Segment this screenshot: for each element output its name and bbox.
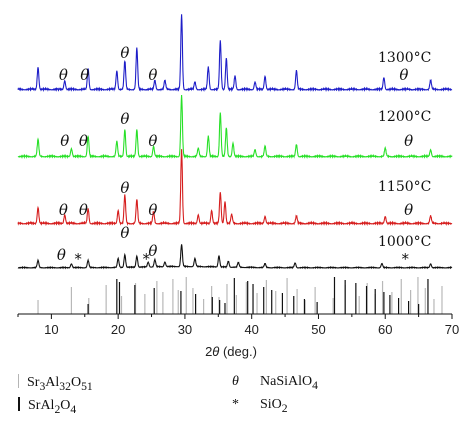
nasialo4-marker: θ (59, 201, 68, 219)
nasialo4-marker: θ (399, 66, 408, 84)
series-line (17, 14, 453, 93)
series-temperature-label: 1300°C (378, 50, 431, 66)
nasialo4-marker: θ (120, 44, 129, 62)
series-temperature-label: 1000°C (378, 234, 431, 250)
asterisk-symbol-icon: * (232, 397, 239, 412)
nasialo4-marker: θ (79, 201, 88, 219)
nasialo4-marker: θ (148, 242, 157, 260)
nasialo4-marker: θ (59, 66, 68, 84)
sio2-marker: * (402, 250, 410, 268)
nasialo4-marker: θ (80, 66, 89, 84)
series-line (17, 244, 453, 270)
x-axis-title-theta: θ (212, 344, 219, 359)
legend-sub: 4 (312, 378, 318, 392)
x-tick-label: 10 (44, 322, 58, 337)
x-tick-label: 70 (445, 322, 459, 337)
legend-text: NaSiAlO (260, 374, 313, 389)
nasialo4-marker: θ (79, 132, 88, 150)
legend-sub: 32 (59, 379, 71, 393)
x-axis-title-unit: (deg.) (219, 344, 257, 359)
nasialo4-marker: θ (120, 110, 129, 128)
legend-text: Al (45, 375, 60, 390)
series-temperature-label: 1200°C (378, 109, 431, 125)
legend-sr3al32o51: Sr3Al32O51 (18, 374, 93, 393)
reference-patterns (37, 277, 443, 314)
legend-sub: 2 (281, 401, 288, 415)
nasialo4-marker: θ (404, 201, 413, 219)
legend-sio2: * SiO2 (232, 397, 288, 415)
x-tick-label: 20 (111, 322, 125, 337)
nasialo4-marker: θ (148, 66, 157, 84)
x-axis-ticks: 10 20 30 40 50 60 70 (17, 314, 459, 337)
x-axis-title: 2θ (deg.) (205, 344, 257, 359)
legend-text: O (70, 375, 82, 390)
legend-text: Sr (27, 375, 40, 390)
series-line (17, 149, 453, 227)
sio2-marker: * (142, 250, 150, 268)
nasialo4-marker: θ (148, 201, 157, 219)
nasialo4-marker: θ (148, 132, 157, 150)
nasialo4-marker: θ (120, 224, 129, 242)
legend-text: O (60, 398, 71, 413)
series-temperature-label: 1150°C (378, 179, 431, 195)
xrd-traces (17, 14, 453, 270)
x-tick-label: 40 (244, 322, 258, 337)
x-tick-label: 60 (378, 322, 392, 337)
x-tick-label: 30 (178, 322, 192, 337)
phase-markers: θ θθθ θθ θθθ θθ θθθ θθ *θ*θ * (57, 44, 413, 268)
sio2-marker: * (74, 250, 82, 268)
legend-sral2o4: SrAl2O4 (18, 397, 76, 416)
nasialo4-marker: θ (120, 179, 129, 197)
legend-sub: 2 (54, 402, 61, 416)
legend-text: SiO (260, 397, 282, 412)
legend-text: SrAl (28, 398, 55, 413)
nasialo4-marker: θ (57, 246, 66, 264)
nasialo4-marker: θ (404, 132, 413, 150)
legend-sub: 4 (70, 402, 77, 416)
temperature-labels: 1300°C 1200°C 1150°C 1000°C (378, 50, 431, 250)
legend-nasialo4: θ NaSiAlO4 (232, 374, 318, 392)
series-line (17, 94, 453, 160)
nasialo4-marker: θ (60, 132, 69, 150)
theta-symbol-icon: θ (232, 374, 239, 389)
x-axis-title-prefix: 2 (205, 344, 212, 359)
legend-grey-bar-icon (18, 374, 19, 388)
x-tick-label: 50 (311, 322, 325, 337)
legend-sub: 3 (39, 379, 46, 393)
legend-sub: 51 (81, 379, 93, 393)
legend-black-bar-icon (18, 397, 20, 411)
